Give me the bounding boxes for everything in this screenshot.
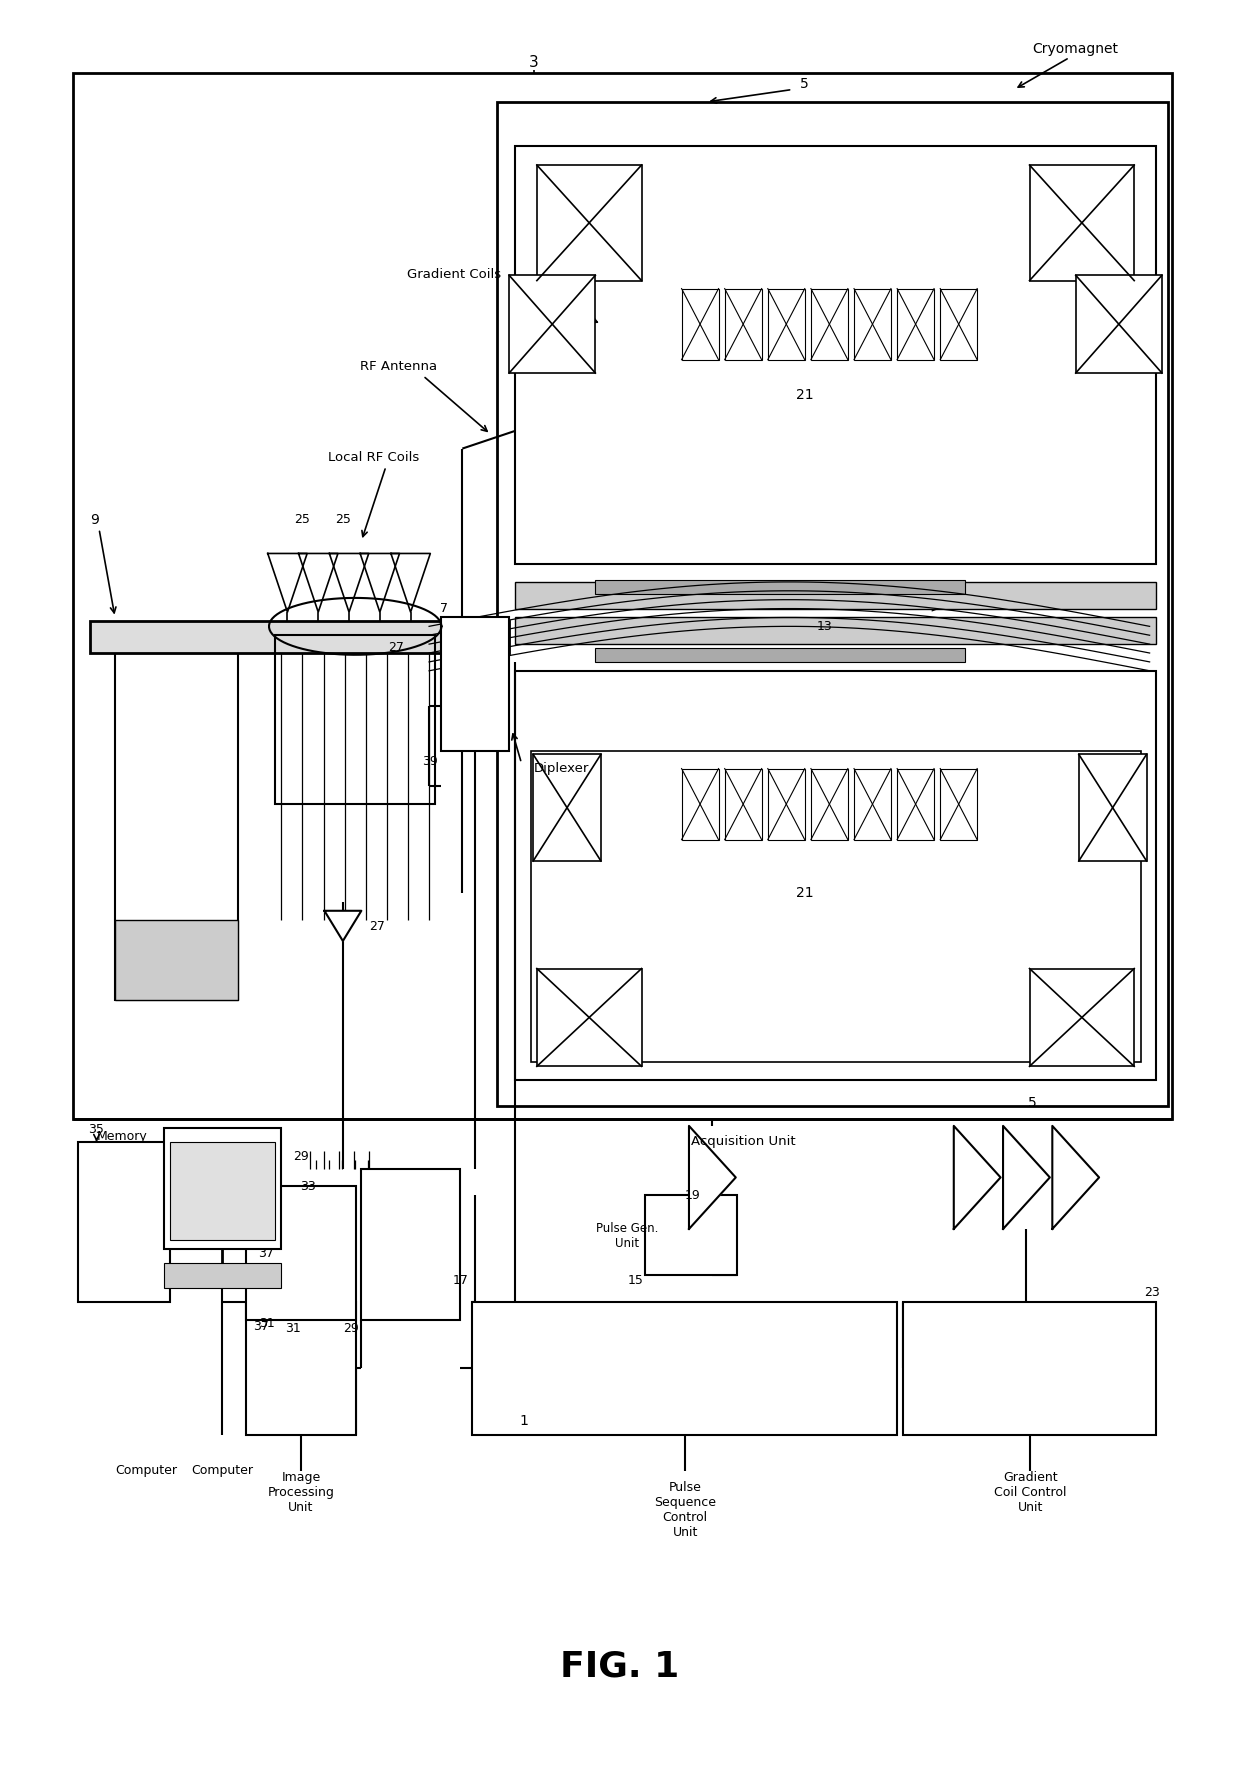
Bar xyxy=(115,654,238,1000)
Text: 9: 9 xyxy=(89,513,98,527)
Bar xyxy=(854,768,892,839)
Bar xyxy=(682,289,718,359)
Bar xyxy=(595,580,965,595)
Text: 29: 29 xyxy=(343,1322,358,1334)
Text: 15: 15 xyxy=(627,1273,644,1288)
Text: Acquisition Unit: Acquisition Unit xyxy=(691,1136,796,1148)
Text: FIG. 1: FIG. 1 xyxy=(560,1648,680,1682)
Bar xyxy=(497,102,1168,1106)
Bar xyxy=(537,968,641,1066)
Bar xyxy=(595,648,965,663)
Text: Gradient Coils: Gradient Coils xyxy=(407,268,501,280)
Bar xyxy=(811,289,848,359)
Bar xyxy=(510,275,595,373)
Bar xyxy=(164,1263,281,1288)
Bar xyxy=(516,146,1156,564)
Text: 25: 25 xyxy=(294,513,310,527)
Bar xyxy=(516,582,1156,609)
Text: 3: 3 xyxy=(529,55,538,70)
Text: 21: 21 xyxy=(796,886,813,900)
Text: 27: 27 xyxy=(388,641,404,654)
Bar xyxy=(164,1127,281,1248)
Text: Cryomagnet: Cryomagnet xyxy=(1033,41,1118,55)
Text: Computer: Computer xyxy=(191,1465,253,1477)
Text: 19: 19 xyxy=(684,1189,701,1202)
Bar xyxy=(472,1302,897,1436)
Polygon shape xyxy=(268,554,308,613)
Bar xyxy=(811,768,848,839)
Text: 5: 5 xyxy=(800,77,810,91)
Bar xyxy=(170,1141,275,1239)
Bar xyxy=(115,920,238,1000)
Bar xyxy=(533,754,601,861)
Text: 37: 37 xyxy=(253,1320,269,1334)
Text: 33: 33 xyxy=(300,1181,315,1193)
Text: Local RF Coils: Local RF Coils xyxy=(329,452,419,464)
Text: 29: 29 xyxy=(293,1150,309,1163)
Bar xyxy=(768,768,805,839)
Text: Gradient
Coil Control
Unit: Gradient Coil Control Unit xyxy=(994,1470,1066,1513)
Text: RF Antenna: RF Antenna xyxy=(360,361,436,373)
Bar xyxy=(78,1141,170,1302)
Bar xyxy=(682,768,718,839)
Text: Computer: Computer xyxy=(115,1465,177,1477)
Bar xyxy=(246,1302,356,1436)
Text: 35: 35 xyxy=(88,1123,104,1136)
Text: Pulse
Sequence
Control
Unit: Pulse Sequence Control Unit xyxy=(655,1481,717,1540)
Text: Diplexer: Diplexer xyxy=(533,763,589,775)
Bar xyxy=(897,289,934,359)
Bar xyxy=(537,164,641,280)
Polygon shape xyxy=(325,911,361,941)
Text: 27: 27 xyxy=(368,920,384,934)
Text: Memory: Memory xyxy=(97,1131,148,1143)
Bar xyxy=(246,1186,356,1320)
Text: 31: 31 xyxy=(285,1322,301,1334)
Polygon shape xyxy=(689,1125,735,1229)
Text: Image
Processing
Unit: Image Processing Unit xyxy=(268,1470,335,1513)
Bar xyxy=(361,1168,460,1320)
Text: 17: 17 xyxy=(453,1273,469,1288)
Text: 21: 21 xyxy=(796,388,813,402)
Text: 7: 7 xyxy=(439,602,448,614)
Bar xyxy=(903,1302,1156,1436)
Bar xyxy=(275,636,435,804)
Bar xyxy=(531,750,1141,1063)
Bar xyxy=(724,289,761,359)
Text: 1: 1 xyxy=(520,1415,528,1429)
Polygon shape xyxy=(1053,1125,1099,1229)
Bar xyxy=(1079,754,1147,861)
Bar xyxy=(516,672,1156,1081)
Text: Pulse Gen.
Unit: Pulse Gen. Unit xyxy=(596,1222,658,1250)
Bar xyxy=(91,622,510,654)
Bar xyxy=(73,73,1172,1118)
Polygon shape xyxy=(1003,1125,1050,1229)
Text: 25: 25 xyxy=(335,513,351,527)
Bar xyxy=(645,1195,737,1275)
Text: 39: 39 xyxy=(422,755,438,768)
Bar xyxy=(940,768,977,839)
Bar xyxy=(940,289,977,359)
Bar xyxy=(768,289,805,359)
Bar xyxy=(1076,275,1162,373)
Text: 23: 23 xyxy=(1143,1286,1159,1300)
Polygon shape xyxy=(299,554,339,613)
Text: 5: 5 xyxy=(1028,1097,1037,1109)
Bar xyxy=(897,768,934,839)
Text: 13: 13 xyxy=(817,620,833,632)
Bar xyxy=(516,618,1156,645)
Bar xyxy=(854,289,892,359)
Bar xyxy=(1029,968,1135,1066)
Bar xyxy=(441,618,510,750)
Bar xyxy=(1029,164,1135,280)
Polygon shape xyxy=(391,554,430,613)
Text: 37: 37 xyxy=(259,1247,274,1261)
Bar xyxy=(724,768,761,839)
Text: 31: 31 xyxy=(259,1316,274,1331)
Polygon shape xyxy=(360,554,399,613)
Polygon shape xyxy=(330,554,368,613)
Polygon shape xyxy=(954,1125,1001,1229)
